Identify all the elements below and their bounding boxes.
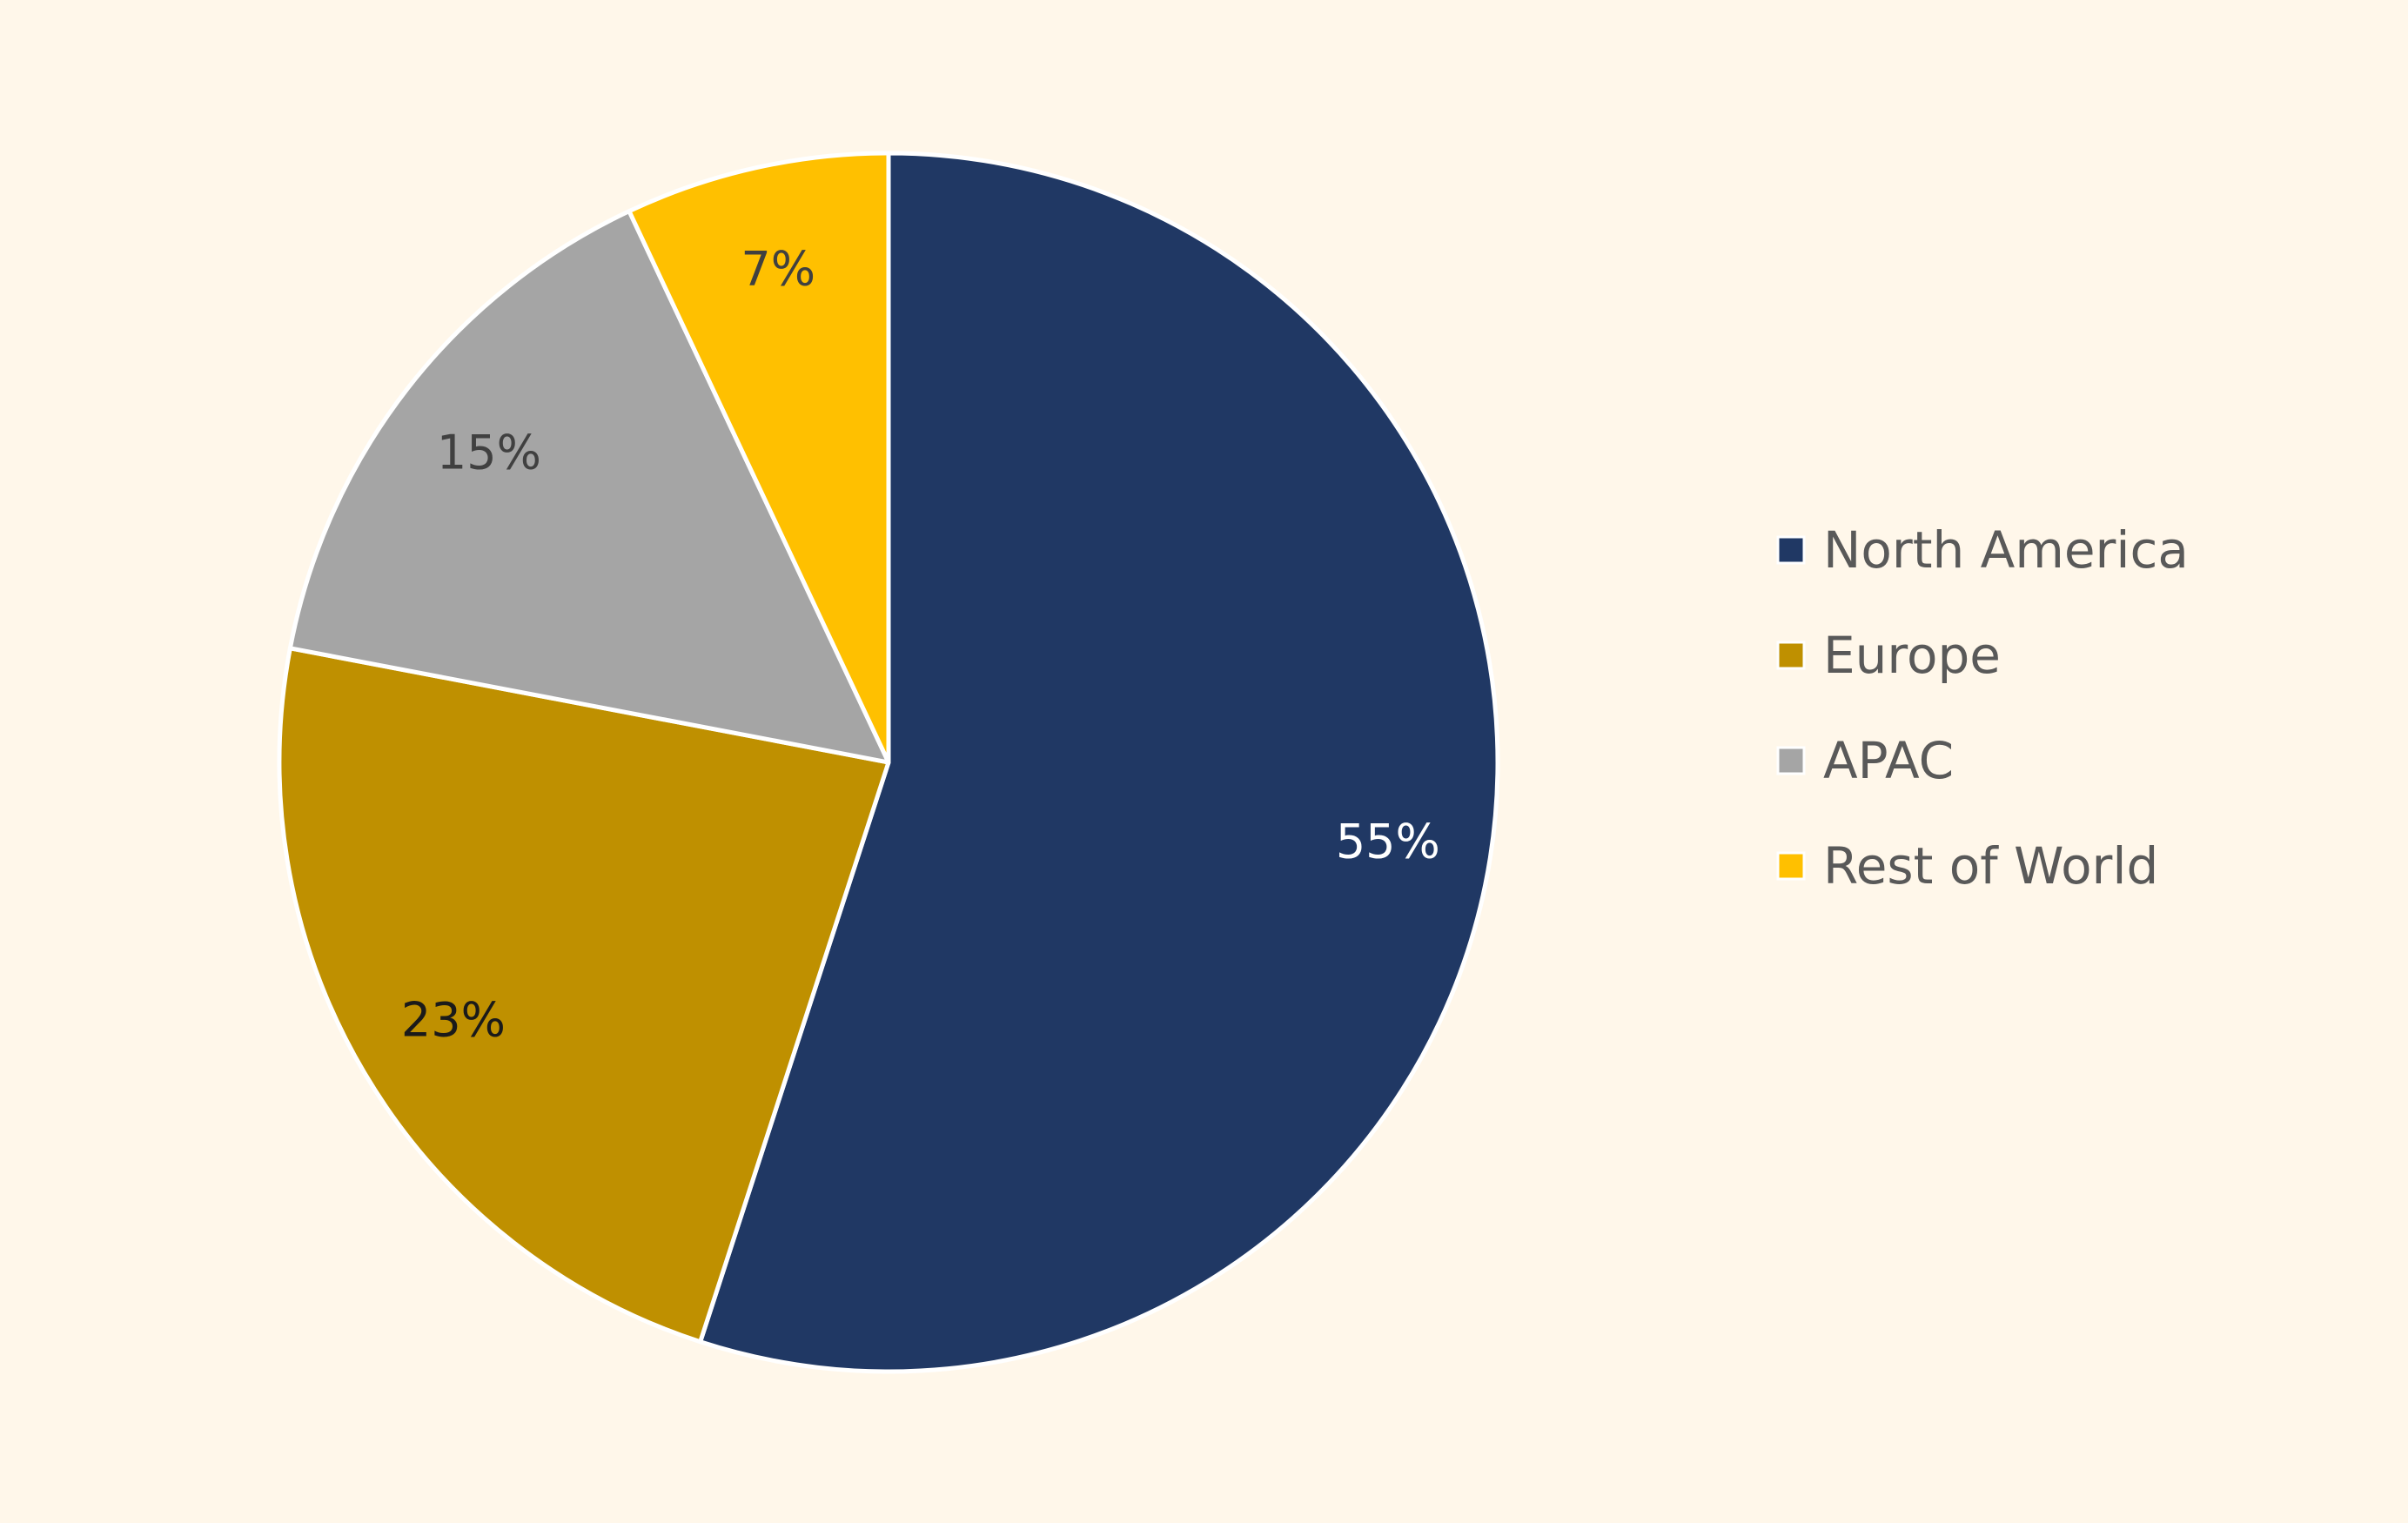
pie-slice-north-america xyxy=(698,151,1500,1374)
data-label-rest-of-world: 7% xyxy=(741,241,815,296)
pie-slice-apac xyxy=(287,209,891,765)
pie-slice-rest-of-world xyxy=(627,151,891,765)
pie-slice-europe xyxy=(277,646,891,1345)
data-label-apac: 15% xyxy=(437,425,541,480)
legend-item-apac: APAC xyxy=(1776,731,1954,790)
legend-swatch-rest-of-world xyxy=(1776,851,1806,881)
legend-item-europe: Europe xyxy=(1776,626,2001,685)
legend-label-apac: APAC xyxy=(1823,731,1954,790)
slice-labels: 55% 23% 15% 7% xyxy=(401,241,1440,1047)
data-label-north-america: 55% xyxy=(1336,814,1440,869)
legend-swatch-apac xyxy=(1776,746,1806,775)
legend: North America Europe APAC Rest of World xyxy=(1776,520,2189,896)
legend-swatch-europe xyxy=(1776,641,1806,670)
legend-label-north-america: North America xyxy=(1823,520,2189,580)
data-label-europe: 23% xyxy=(401,992,506,1047)
legend-label-europe: Europe xyxy=(1823,626,2001,685)
legend-swatch-north-america xyxy=(1776,535,1806,565)
legend-item-rest-of-world: Rest of World xyxy=(1776,836,2158,896)
legend-item-north-america: North America xyxy=(1776,520,2189,580)
pie-slices xyxy=(277,151,1500,1374)
legend-label-rest-of-world: Rest of World xyxy=(1823,836,2158,896)
